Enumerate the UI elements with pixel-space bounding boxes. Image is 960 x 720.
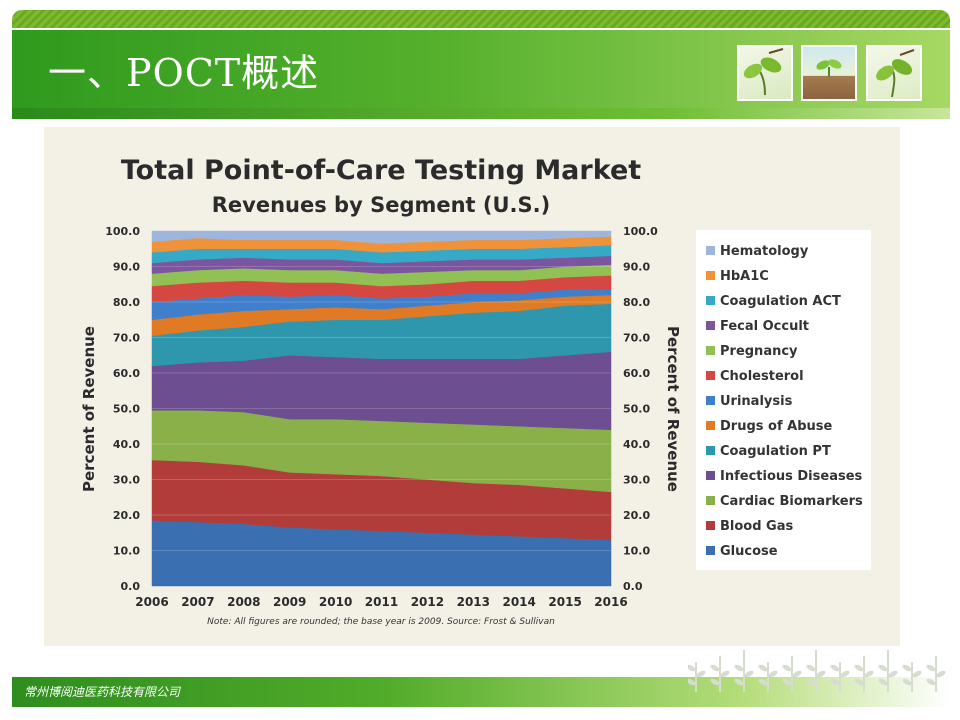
legend-label: Infectious Diseases xyxy=(720,469,863,484)
y2-tick-label: 0.0 xyxy=(623,580,643,593)
legend-swatch xyxy=(706,471,715,480)
y-tick-label: 100.0 xyxy=(105,225,140,238)
header-stripe xyxy=(12,10,950,28)
x-tick-label: 2012 xyxy=(411,595,444,609)
y2-tick-label: 10.0 xyxy=(623,545,650,558)
legend-label: Coagulation PT xyxy=(720,444,831,459)
y2-tick-label: 40.0 xyxy=(623,438,650,451)
legend-swatch xyxy=(706,446,715,455)
y2-tick-label: 90.0 xyxy=(623,261,650,274)
y2-tick-label: 30.0 xyxy=(623,474,650,487)
slide-title: 一、POCT概述 xyxy=(48,51,320,95)
y-tick-label: 70.0 xyxy=(113,332,140,345)
x-tick-label: 2010 xyxy=(319,595,352,609)
legend-swatch xyxy=(706,296,715,305)
x-tick-label: 2014 xyxy=(502,595,535,609)
chart-title: Total Point-of-Care Testing Market xyxy=(121,155,641,186)
title-bar xyxy=(12,30,950,108)
footer-bar xyxy=(12,677,950,707)
x-tick-label: 2009 xyxy=(273,595,306,609)
y2-tick-label: 50.0 xyxy=(623,403,650,416)
leaf-image xyxy=(737,45,793,101)
x-tick-label: 2013 xyxy=(457,595,490,609)
chart-note: Note: All figures are rounded; the base … xyxy=(207,617,555,627)
x-tick-label: 2015 xyxy=(548,595,581,609)
legend-label: Blood Gas xyxy=(720,519,794,534)
x-ticks: 2006 2007 2008 2009 2010 2011 2012 2013 2014 2015… xyxy=(135,595,627,609)
y-tick-label: 30.0 xyxy=(113,474,140,487)
x-tick-label: 2011 xyxy=(365,595,398,609)
legend-swatch xyxy=(706,496,715,505)
area-layers xyxy=(151,230,612,587)
chart-subtitle: Revenues by Segment (U.S.) xyxy=(212,193,550,217)
y2-tick-label: 80.0 xyxy=(623,296,650,309)
legend-label: Hematology xyxy=(720,244,809,259)
sprout-decoration xyxy=(688,650,946,692)
y-tick-label: 0.0 xyxy=(121,580,141,593)
y-tick-label: 10.0 xyxy=(113,545,140,558)
legend: Hematology HbA1C Coagulation ACT Fecal Occu… xyxy=(706,244,863,559)
y2-tick-label: 70.0 xyxy=(623,332,650,345)
legend-swatch xyxy=(706,346,715,355)
y-tick-label: 40.0 xyxy=(113,438,140,451)
legend-label: Coagulation ACT xyxy=(720,294,841,309)
y-tick-label: 80.0 xyxy=(113,296,140,309)
legend-swatch xyxy=(706,246,715,255)
company-name: 常州博阅迪医药科技有限公司 xyxy=(24,685,181,699)
title-underline xyxy=(12,108,950,119)
legend-swatch xyxy=(706,546,715,555)
legend-label: Pregnancy xyxy=(720,344,798,359)
legend-swatch xyxy=(706,421,715,430)
legend-swatch xyxy=(706,521,715,530)
y-tick-label: 90.0 xyxy=(113,261,140,274)
legend-swatch xyxy=(706,271,715,280)
y2-tick-label: 60.0 xyxy=(623,367,650,380)
area-hematology xyxy=(151,230,612,244)
y-axis-label: Percent of Revenue xyxy=(80,326,98,492)
legend-box xyxy=(696,230,871,570)
legend-swatch xyxy=(706,371,715,380)
y-tick-label: 60.0 xyxy=(113,367,140,380)
legend-label: Cardiac Biomarkers xyxy=(720,494,863,509)
y-tick-label: 20.0 xyxy=(113,509,140,522)
legend-label: Urinalysis xyxy=(720,394,793,409)
legend-swatch xyxy=(706,396,715,405)
x-tick-label: 2007 xyxy=(181,595,214,609)
sprout-image xyxy=(801,45,857,101)
x-tick-label: 2006 xyxy=(135,595,168,609)
legend-label: Glucose xyxy=(720,544,778,559)
stacked-area-chart: Total Point-of-Care Testing Market Reven… xyxy=(80,155,871,627)
x-tick-label: 2008 xyxy=(227,595,260,609)
y-ticks-left: 0.0 10.0 20.0 30.0 40.0 50.0 60.0 70.0 80.0 90.0 1… xyxy=(105,225,140,593)
y2-axis-label: Percent of Revenue xyxy=(664,326,682,492)
legend-label: Drugs of Abuse xyxy=(720,419,832,434)
legend-swatch xyxy=(706,321,715,330)
y-ticks-right: 0.0 10.0 20.0 30.0 40.0 50.0 60.0 70.0 80.0 90.0 1… xyxy=(623,225,658,593)
y2-tick-label: 20.0 xyxy=(623,509,650,522)
legend-label: HbA1C xyxy=(720,269,769,284)
y2-tick-label: 100.0 xyxy=(623,225,658,238)
legend-label: Cholesterol xyxy=(720,369,804,384)
x-tick-label: 2016 xyxy=(594,595,627,609)
y-tick-label: 50.0 xyxy=(113,403,140,416)
chart-panel: Total Point-of-Care Testing Market Reven… xyxy=(44,127,900,646)
legend-label: Fecal Occult xyxy=(720,319,809,334)
leaf-image xyxy=(866,45,922,101)
